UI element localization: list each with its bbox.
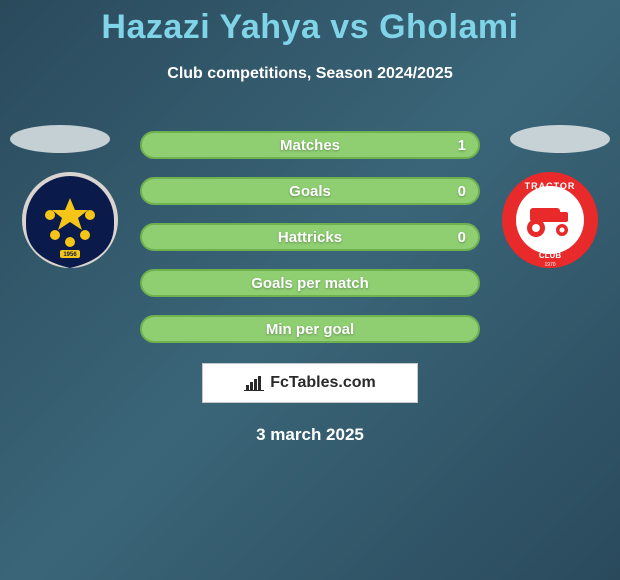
stat-label: Goals per match [251,275,369,292]
stat-value-right: 0 [458,229,466,246]
chart-icon [244,375,264,391]
subtitle: Club competitions, Season 2024/2025 [0,65,620,83]
stat-label: Matches [280,137,340,154]
stat-label: Min per goal [266,321,354,338]
stat-row-hattricks: Hattricks 0 [140,223,480,251]
svg-text:ALTAAWOUN FC: ALTAAWOUN FC [42,185,98,192]
brand-box: FcTables.com [202,363,418,403]
brand-text: FcTables.com [270,374,376,392]
stat-label: Hattricks [278,229,342,246]
team-logo-left: ALTAAWOUN FC 1956 [20,170,120,270]
stat-value-right: 0 [458,183,466,200]
stat-row-matches: Matches 1 [140,131,480,159]
svg-text:1956: 1956 [63,252,77,258]
altaawoun-logo-icon: ALTAAWOUN FC 1956 [20,170,120,270]
svg-text:CLUB: CLUB [539,251,561,260]
stat-row-min-per-goal: Min per goal [140,315,480,343]
team-logo-right: TRACTOR CLUB 1970 [500,170,600,270]
page-title: Hazazi Yahya vs Gholami [0,0,620,47]
stats-container: Matches 1 Goals 0 Hattricks 0 Goals per … [140,131,480,343]
stat-row-goals: Goals 0 [140,177,480,205]
stat-row-goals-per-match: Goals per match [140,269,480,297]
svg-text:1970: 1970 [544,262,555,268]
ellipse-shadow-left [10,125,110,153]
stat-label: Goals [289,183,331,200]
ellipse-shadow-right [510,125,610,153]
stat-value-right: 1 [458,137,466,154]
date-text: 3 march 2025 [0,425,620,445]
svg-text:TRACTOR: TRACTOR [525,181,576,191]
tractor-logo-icon: TRACTOR CLUB 1970 [500,170,600,270]
